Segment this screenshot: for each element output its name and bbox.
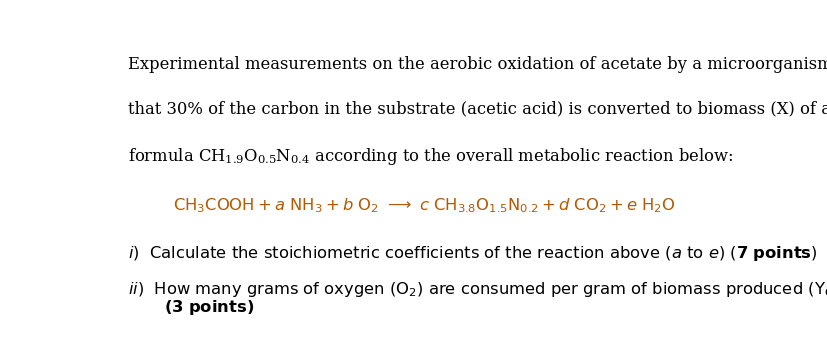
Text: $\mathit{ii)}$  How many grams of oxygen ($\mathrm{O_2}$) are consumed per gram : $\mathit{ii)}$ How many grams of oxygen …	[127, 281, 827, 301]
Text: formula $\mathregular{CH_{1.9}O_{0.5}N_{0.4}}$ according to the overall metaboli: formula $\mathregular{CH_{1.9}O_{0.5}N_{…	[127, 146, 733, 167]
Text: $\mathregular{CH_3COOH + }$$\bf\mathit{a}$$\mathregular{\ NH_3 + }$$\bf\mathit{b: $\mathregular{CH_3COOH + }$$\bf\mathit{a…	[173, 197, 675, 215]
Text: that 30% of the carbon in the substrate (acetic acid) is converted to biomass (X: that 30% of the carbon in the substrate …	[127, 101, 827, 118]
Text: $\mathit{i)}$  Calculate the stoichiometric coefficients of the reaction above (: $\mathit{i)}$ Calculate the stoichiometr…	[127, 244, 816, 263]
Text: Experimental measurements on the aerobic oxidation of acetate by a microorganism: Experimental measurements on the aerobic…	[127, 56, 827, 73]
Text: $\mathbf{(3\ points)}$: $\mathbf{(3\ points)}$	[165, 298, 254, 317]
